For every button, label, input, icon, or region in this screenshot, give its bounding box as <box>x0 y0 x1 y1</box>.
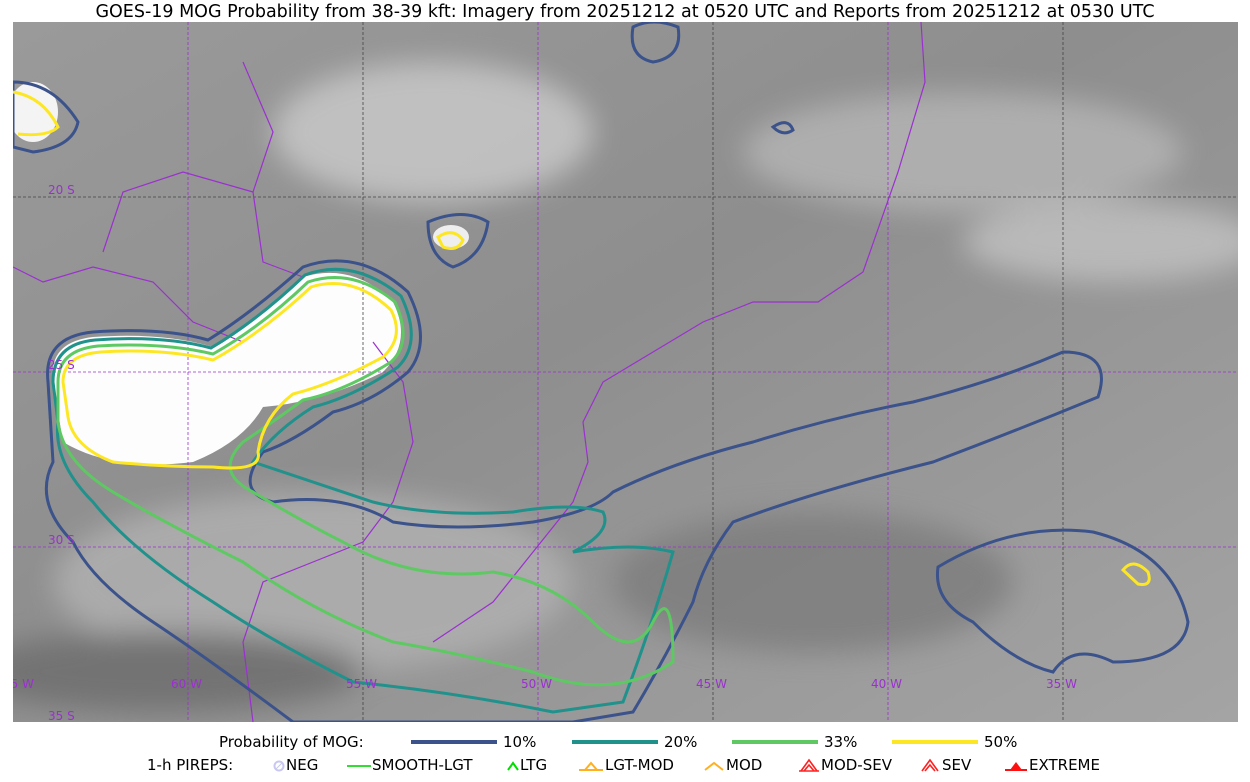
contour-10pct <box>630 22 681 64</box>
triangle-bar-icon <box>579 761 603 771</box>
contour-50pct <box>13 90 60 137</box>
lon-label: 65 W <box>13 677 34 691</box>
map-title: GOES-19 MOG Probability from 38-39 kft: … <box>95 2 1155 22</box>
lat-labels: 20 S 25 S 30 S 35 S <box>48 183 75 722</box>
pirep-mod: MOD <box>702 756 762 774</box>
double-caret-icon <box>799 758 819 772</box>
legend-label: 10% <box>503 733 537 751</box>
lat-label: 20 S <box>48 183 75 197</box>
contour-50pct <box>436 231 465 250</box>
pirep-smooth-lgt: SMOOTH-LGT <box>346 756 473 774</box>
contour-10pct <box>770 121 795 135</box>
pirep-mod-sev: MOD-SEV <box>797 756 892 774</box>
pirep-ltg: LTG <box>506 756 547 774</box>
contour-33pct <box>56 276 675 687</box>
contour-50pct <box>61 282 398 470</box>
lat-label: 25 S <box>48 358 75 372</box>
probability-legend-label: Probability of MOG: <box>219 733 364 751</box>
satellite-map: 65 W 60 W 55 W 50 W 45 W 40 W 35 W 20 S … <box>13 22 1238 722</box>
pirep-lgt-mod: LGT-MOD <box>577 756 674 774</box>
lon-label: 45 W <box>696 677 727 691</box>
lon-label: 60 W <box>171 677 202 691</box>
pirep-extreme: EXTREME <box>1003 756 1100 774</box>
contour-10pct <box>426 213 490 269</box>
pirep-label: MOD <box>726 756 763 774</box>
caret-icon <box>507 761 519 771</box>
legend-item-20pct: 20% <box>572 733 697 751</box>
lon-labels: 65 W 60 W 55 W 50 W 45 W 40 W 35 W <box>13 677 1077 691</box>
legend-item-33pct: 33% <box>732 733 857 751</box>
legend-item-10pct: 10% <box>411 733 536 751</box>
lon-label: 35 W <box>1046 677 1077 691</box>
lat-label: 35 S <box>48 709 75 722</box>
contour-10pct <box>935 528 1190 674</box>
pirep-label: SEV <box>942 756 972 774</box>
pirep-label: NEG <box>286 756 319 774</box>
pirep-label: LGT-MOD <box>605 756 674 774</box>
pirep-label: EXTREME <box>1029 756 1100 774</box>
pirep-neg: NEG <box>272 756 318 774</box>
legend-label: 20% <box>664 733 698 751</box>
cold-cloud-tops <box>13 82 469 465</box>
pirep-label: LTG <box>520 756 548 774</box>
swatch-10pct <box>411 740 497 744</box>
legend-item-50pct: 50% <box>892 733 1017 751</box>
neg-circle-icon <box>273 760 285 772</box>
pirep-label: MOD-SEV <box>821 756 892 774</box>
lon-label: 40 W <box>871 677 902 691</box>
double-caret-icon <box>921 758 939 772</box>
contour-50pct <box>1120 562 1151 586</box>
pirep-legend-label: 1-h PIREPS: <box>147 756 234 774</box>
legend-label: 50% <box>984 733 1018 751</box>
contour-20pct <box>51 267 675 714</box>
line-icon <box>347 765 371 767</box>
caret-icon <box>704 761 724 771</box>
swatch-33pct <box>732 740 818 744</box>
pirep-label: SMOOTH-LGT <box>372 756 473 774</box>
filled-triangle-icon <box>1005 762 1027 771</box>
lat-label: 30 S <box>48 533 75 547</box>
contour-10pct <box>13 80 80 154</box>
pirep-sev: SEV <box>918 756 971 774</box>
legend-label: 33% <box>824 733 858 751</box>
lon-label: 55 W <box>346 677 377 691</box>
mog-contours <box>13 22 1190 722</box>
lon-label: 50 W <box>521 677 552 691</box>
swatch-50pct <box>892 740 978 744</box>
swatch-20pct <box>572 740 658 744</box>
